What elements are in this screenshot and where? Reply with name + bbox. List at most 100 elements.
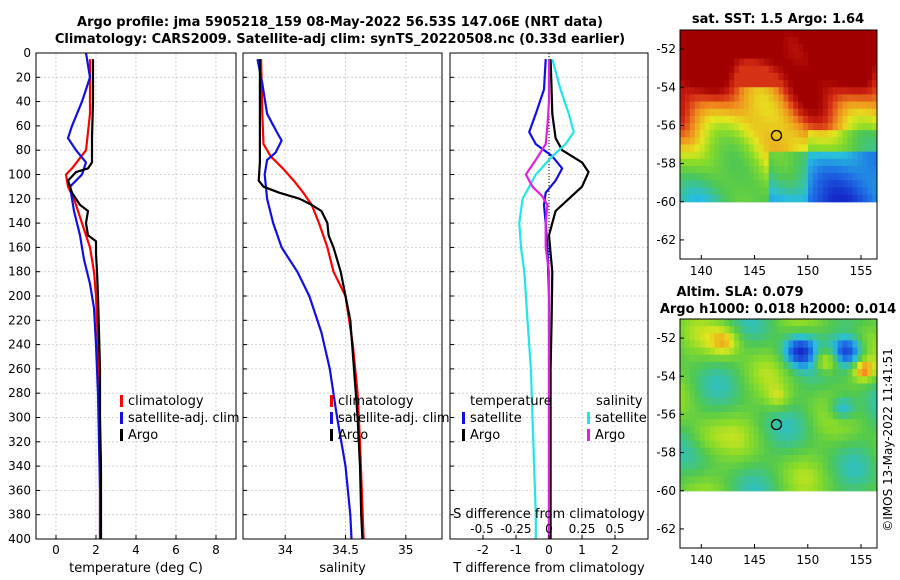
heat-cell xyxy=(788,397,794,406)
heat-cell xyxy=(803,483,809,492)
heat-cell xyxy=(862,194,868,203)
heat-cell xyxy=(778,462,785,470)
heat-cell xyxy=(832,158,839,167)
heat-cell xyxy=(788,123,794,131)
map-xtick-label: 145 xyxy=(743,553,766,567)
heat-cell xyxy=(748,347,755,356)
heat-cell xyxy=(724,383,730,392)
salinity-series-satellite-adj-clim xyxy=(256,58,353,540)
heat-cell xyxy=(684,347,691,356)
heat-cell xyxy=(748,326,755,334)
heat-cell xyxy=(709,419,716,427)
heat-cell xyxy=(867,340,873,349)
heat-cell xyxy=(704,483,711,492)
heat-cell xyxy=(837,130,844,138)
heat-cell xyxy=(684,137,691,146)
heat-cell xyxy=(773,194,780,203)
heat-cell xyxy=(739,80,745,88)
heat-cell xyxy=(714,151,720,160)
heat-cell xyxy=(689,326,696,334)
heat-cell xyxy=(817,390,824,399)
heat-cell xyxy=(803,144,809,153)
heat-cell xyxy=(748,94,755,103)
heat-cell xyxy=(832,340,839,349)
heat-cell xyxy=(827,361,834,370)
heat-cell xyxy=(862,440,868,449)
heat-cell xyxy=(758,30,765,38)
heat-cell xyxy=(827,340,834,349)
heat-cell xyxy=(803,80,809,88)
heat-cell xyxy=(862,433,868,442)
heat-cell xyxy=(788,94,794,103)
heat-cell xyxy=(709,447,716,456)
heat-cell xyxy=(734,354,740,363)
heat-cell xyxy=(822,326,829,334)
heat-cell xyxy=(862,72,868,81)
heat-cell xyxy=(714,326,720,334)
heat-cell xyxy=(783,419,789,427)
heat-cell xyxy=(852,476,858,485)
heat-cell xyxy=(872,87,877,96)
heat-cell xyxy=(763,194,770,203)
heat-cell xyxy=(837,433,844,442)
heat-cell xyxy=(699,180,706,189)
heat-cell xyxy=(724,123,730,131)
heat-cell xyxy=(837,326,844,334)
heat-cell xyxy=(744,44,750,53)
heat-cell xyxy=(709,101,716,110)
heat-cell xyxy=(783,340,789,349)
heat-cell xyxy=(758,426,765,435)
heat-cell xyxy=(719,137,725,146)
heat-cell xyxy=(768,469,775,478)
heat-cell xyxy=(778,123,785,131)
heat-cell xyxy=(684,333,691,342)
heat-cell xyxy=(778,433,785,442)
heat-cell xyxy=(852,469,858,478)
heat-cell xyxy=(837,412,844,420)
heat-cell xyxy=(867,454,873,463)
salinity-series-climatology xyxy=(260,59,365,540)
map-xtick-label: 145 xyxy=(743,264,766,278)
heat-cell xyxy=(817,51,824,60)
heat-cell xyxy=(808,108,814,117)
heat-cell xyxy=(709,433,716,442)
heat-cell xyxy=(719,87,725,96)
difference-series-t-argo xyxy=(547,59,590,539)
sla-map-title: Altim. SLA: 0.079 xyxy=(677,285,804,300)
heat-cell xyxy=(852,419,858,427)
heat-cell xyxy=(768,404,775,413)
heat-cell xyxy=(704,347,711,356)
heat-cell xyxy=(852,151,858,160)
heat-cell xyxy=(744,447,750,456)
heat-cell xyxy=(822,94,829,103)
heat-cell xyxy=(689,72,696,81)
heat-cell xyxy=(857,108,863,117)
heat-cell xyxy=(699,419,706,427)
heat-cell xyxy=(872,340,877,349)
heat-cell xyxy=(694,187,701,196)
heat-cell xyxy=(783,447,789,456)
heat-cell xyxy=(694,123,701,131)
heat-cell xyxy=(773,397,780,406)
heat-cell xyxy=(857,390,863,399)
heat-cell xyxy=(783,347,789,356)
heat-cell xyxy=(798,361,804,370)
heat-cell xyxy=(842,383,849,392)
heat-cell xyxy=(852,123,858,131)
heat-cell xyxy=(758,130,765,138)
map-4-axes: 140 145 150 155-52-54-56-58-60-62 xyxy=(656,318,878,567)
heat-cell xyxy=(699,144,706,153)
heat-cell xyxy=(744,72,750,81)
difference-xtick-label: 2 xyxy=(611,543,619,557)
heat-cell xyxy=(729,65,735,74)
difference-series-s-argo xyxy=(524,59,551,539)
heat-cell xyxy=(867,404,873,413)
heat-cell xyxy=(837,108,844,117)
heat-cell xyxy=(847,65,853,74)
heat-cell xyxy=(832,51,839,60)
heat-cell xyxy=(788,158,794,167)
heat-cell xyxy=(704,397,711,406)
heat-cell xyxy=(714,44,720,53)
heat-cell xyxy=(798,30,804,38)
heat-cell xyxy=(783,194,789,203)
